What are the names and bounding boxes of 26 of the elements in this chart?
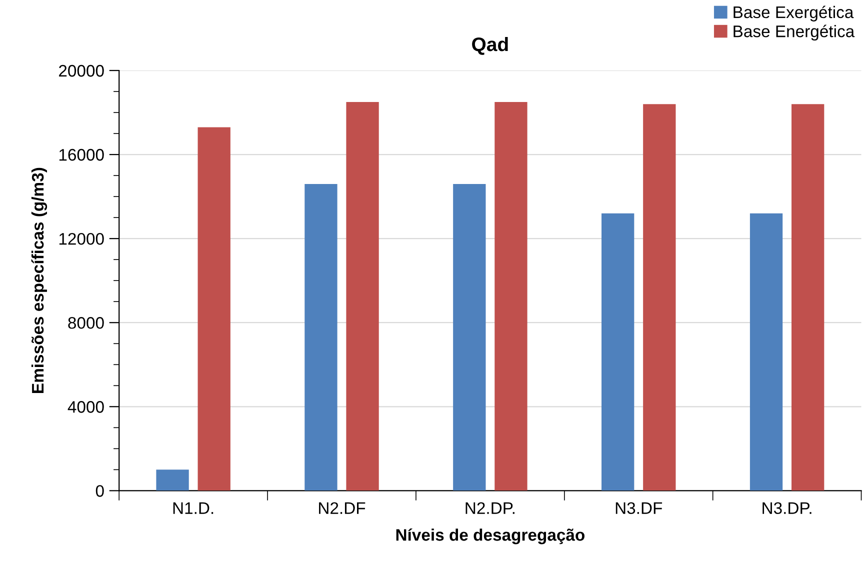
- y-tick-label: 20000: [59, 64, 104, 77]
- y-axis-title: Emissões específicas (g/m3): [31, 168, 48, 393]
- bar: [346, 102, 379, 491]
- bar: [304, 184, 338, 491]
- bar: [750, 213, 783, 491]
- x-tick-label: N2.DP.: [466, 502, 514, 514]
- bar: [156, 470, 189, 491]
- y-tick-label: 4000: [68, 401, 104, 413]
- legend-label: Base Exergética: [734, 6, 854, 22]
- bar: [792, 104, 824, 491]
- bar: [643, 104, 676, 491]
- x-tick-label: N2.DF: [319, 502, 366, 514]
- bar: [602, 213, 634, 491]
- legend-label: Base Energética: [734, 24, 855, 41]
- y-tick-label: 8000: [68, 317, 104, 329]
- x-tick-label: N1.D.: [173, 502, 214, 514]
- y-tick-label: 12000: [59, 232, 104, 245]
- y-tick-label: 16000: [59, 148, 104, 161]
- bar: [198, 127, 230, 491]
- chart-title: Qad: [472, 36, 508, 55]
- bar: [453, 184, 486, 491]
- y-tick-label: 0: [96, 485, 104, 497]
- x-tick-label: N3.DF: [616, 502, 662, 514]
- bar: [494, 102, 528, 491]
- x-tick-label: N3.DP.: [762, 502, 812, 514]
- x-axis-title: Níveis de desagregação: [396, 528, 584, 544]
